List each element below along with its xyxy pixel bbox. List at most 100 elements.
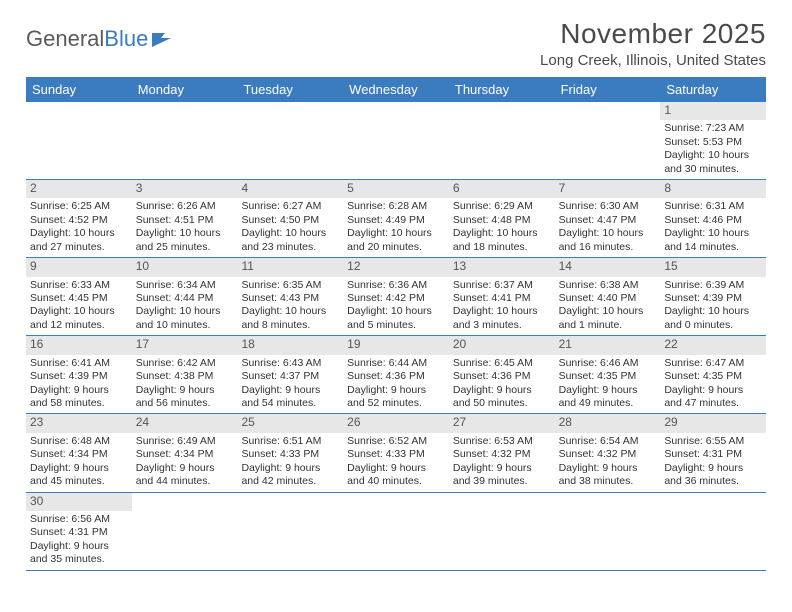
sunrise-text: Sunrise: 6:29 AM (453, 200, 551, 213)
calendar-day: 19Sunrise: 6:44 AMSunset: 4:36 PMDayligh… (343, 336, 449, 413)
daylight-text: Daylight: 9 hours and 54 minutes. (241, 384, 339, 411)
daylight-text: Daylight: 10 hours and 25 minutes. (136, 227, 234, 254)
sunset-text: Sunset: 4:33 PM (241, 448, 339, 461)
sunrise-text: Sunrise: 6:35 AM (241, 279, 339, 292)
sunrise-text: Sunrise: 6:51 AM (241, 435, 339, 448)
sunrise-text: Sunrise: 7:23 AM (664, 122, 762, 135)
calendar-week: 30Sunrise: 6:56 AMSunset: 4:31 PMDayligh… (26, 492, 766, 570)
sunset-text: Sunset: 4:50 PM (241, 214, 339, 227)
calendar-day: 7Sunrise: 6:30 AMSunset: 4:47 PMDaylight… (555, 180, 661, 257)
calendar-day: 27Sunrise: 6:53 AMSunset: 4:32 PMDayligh… (449, 414, 555, 491)
day-number: 21 (555, 336, 661, 354)
sunset-text: Sunset: 4:40 PM (559, 292, 657, 305)
calendar-day: 10Sunrise: 6:34 AMSunset: 4:44 PMDayligh… (132, 258, 238, 335)
day-info: Sunrise: 6:38 AMSunset: 4:40 PMDaylight:… (559, 279, 657, 333)
sunset-text: Sunset: 4:32 PM (453, 448, 551, 461)
calendar-day-empty (343, 102, 449, 179)
sunrise-text: Sunrise: 6:46 AM (559, 357, 657, 370)
day-info: Sunrise: 6:54 AMSunset: 4:32 PMDaylight:… (559, 435, 657, 489)
calendar-week: 16Sunrise: 6:41 AMSunset: 4:39 PMDayligh… (26, 335, 766, 413)
location: Long Creek, Illinois, United States (540, 52, 766, 69)
sunset-text: Sunset: 4:47 PM (559, 214, 657, 227)
calendar-day: 23 Sunrise: 6:48 AMSunset: 4:34 PMDayligh… (26, 414, 132, 491)
calendar-day: 3Sunrise: 6:26 AMSunset: 4:51 PMDaylight… (132, 180, 238, 257)
logo: GeneralBlue (26, 18, 173, 52)
calendar-day: 13Sunrise: 6:37 AMSunset: 4:41 PMDayligh… (449, 258, 555, 335)
sunset-text: Sunset: 4:34 PM (30, 448, 128, 461)
sunrise-text: Sunrise: 6:27 AM (241, 200, 339, 213)
daylight-text: Daylight: 9 hours and 50 minutes. (453, 384, 551, 411)
day-number: 29 (660, 414, 766, 432)
logo-flag-icon (151, 32, 173, 48)
calendar-day-empty (660, 493, 766, 570)
daylight-text: Daylight: 10 hours and 14 minutes. (664, 227, 762, 254)
weekday-label: Tuesday (237, 78, 343, 102)
calendar-day: 8Sunrise: 6:31 AMSunset: 4:46 PMDaylight… (660, 180, 766, 257)
day-number: 11 (237, 258, 343, 276)
day-number: 28 (555, 414, 661, 432)
sunrise-text: Sunrise: 6:28 AM (347, 200, 445, 213)
calendar-day-empty (132, 102, 238, 179)
day-number: 8 (660, 180, 766, 198)
sunset-text: Sunset: 4:36 PM (453, 370, 551, 383)
calendar-week: 23 Sunrise: 6:48 AMSunset: 4:34 PMDayligh… (26, 413, 766, 491)
day-info: Sunrise: 6:44 AMSunset: 4:36 PMDaylight:… (347, 357, 445, 411)
sunrise-text: Sunrise: 6:38 AM (559, 279, 657, 292)
daylight-text: Daylight: 10 hours and 27 minutes. (30, 227, 128, 254)
sunset-text: Sunset: 4:39 PM (30, 370, 128, 383)
sunset-text: Sunset: 4:42 PM (347, 292, 445, 305)
day-number: 20 (449, 336, 555, 354)
daylight-text: Daylight: 9 hours and 44 minutes. (136, 462, 234, 489)
sunrise-text: Sunrise: 6:47 AM (664, 357, 762, 370)
day-number: 18 (237, 336, 343, 354)
day-info: Sunrise: 6:48 AMSunset: 4:34 PMDaylight:… (30, 435, 128, 489)
day-number: 13 (449, 258, 555, 276)
logo-text-1: General (26, 26, 104, 52)
daylight-text: Daylight: 9 hours and 39 minutes. (453, 462, 551, 489)
calendar-day: 2Sunrise: 6:25 AMSunset: 4:52 PMDaylight… (26, 180, 132, 257)
daylight-text: Daylight: 9 hours and 56 minutes. (136, 384, 234, 411)
sunrise-text: Sunrise: 6:44 AM (347, 357, 445, 370)
calendar-day: 9Sunrise: 6:33 AMSunset: 4:45 PMDaylight… (26, 258, 132, 335)
sunset-text: Sunset: 4:48 PM (453, 214, 551, 227)
day-number: 17 (132, 336, 238, 354)
sunset-text: Sunset: 4:32 PM (559, 448, 657, 461)
daylight-text: Daylight: 10 hours and 30 minutes. (664, 149, 762, 176)
day-number: 22 (660, 336, 766, 354)
calendar-day-empty (343, 493, 449, 570)
calendar-day: 15Sunrise: 6:39 AMSunset: 4:39 PMDayligh… (660, 258, 766, 335)
day-number: 3 (132, 180, 238, 198)
daylight-text: Daylight: 10 hours and 20 minutes. (347, 227, 445, 254)
calendar-week: 9Sunrise: 6:33 AMSunset: 4:45 PMDaylight… (26, 257, 766, 335)
daylight-text: Daylight: 9 hours and 35 minutes. (30, 540, 128, 567)
calendar-day: 28 Sunrise: 6:54 AMSunset: 4:32 PMDayligh… (555, 414, 661, 491)
sunrise-text: Sunrise: 6:30 AM (559, 200, 657, 213)
sunrise-text: Sunrise: 6:54 AM (559, 435, 657, 448)
day-number: 26 (343, 414, 449, 432)
calendar-day: 6Sunrise: 6:29 AMSunset: 4:48 PMDaylight… (449, 180, 555, 257)
sunrise-text: Sunrise: 6:43 AM (241, 357, 339, 370)
day-number: 10 (132, 258, 238, 276)
calendar-day-empty (132, 493, 238, 570)
day-number: 5 (343, 180, 449, 198)
calendar-day: 26Sunrise: 6:52 AMSunset: 4:33 PMDayligh… (343, 414, 449, 491)
weekday-label: Friday (555, 78, 661, 102)
calendar-day: 17Sunrise: 6:42 AMSunset: 4:38 PMDayligh… (132, 336, 238, 413)
sunrise-text: Sunrise: 6:49 AM (136, 435, 234, 448)
sunset-text: Sunset: 4:51 PM (136, 214, 234, 227)
weekday-label: Wednesday (343, 78, 449, 102)
daylight-text: Daylight: 10 hours and 0 minutes. (664, 305, 762, 332)
day-number: 27 (449, 414, 555, 432)
day-number: 23 (26, 414, 132, 432)
calendar-day: 24Sunrise: 6:49 AMSunset: 4:34 PMDayligh… (132, 414, 238, 491)
day-number: 16 (26, 336, 132, 354)
daylight-text: Daylight: 9 hours and 38 minutes. (559, 462, 657, 489)
logo-text-2: Blue (104, 26, 148, 52)
day-number: 24 (132, 414, 238, 432)
sunrise-text: Sunrise: 6:52 AM (347, 435, 445, 448)
sunrise-text: Sunrise: 6:31 AM (664, 200, 762, 213)
day-info: Sunrise: 6:55 AMSunset: 4:31 PMDaylight:… (664, 435, 762, 489)
sunset-text: Sunset: 4:49 PM (347, 214, 445, 227)
day-info: Sunrise: 7:23 AMSunset: 5:53 PMDaylight:… (664, 122, 762, 176)
day-number: 12 (343, 258, 449, 276)
